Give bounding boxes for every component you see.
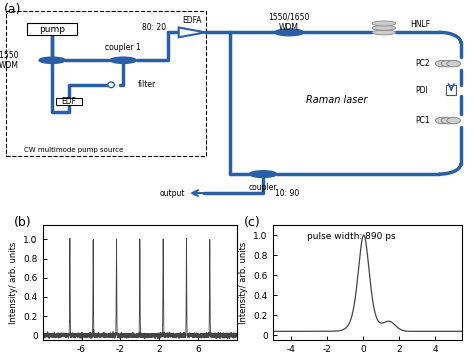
- Text: 80: 20: 80: 20: [142, 23, 166, 32]
- Bar: [56, 98, 82, 105]
- Text: filter: filter: [137, 80, 156, 89]
- FancyBboxPatch shape: [6, 11, 206, 156]
- Circle shape: [441, 60, 455, 67]
- Text: HNLF: HNLF: [410, 20, 430, 29]
- Ellipse shape: [372, 21, 396, 26]
- Circle shape: [436, 117, 449, 124]
- Text: PDI: PDI: [415, 86, 428, 95]
- Text: EDFA: EDFA: [182, 16, 202, 25]
- Text: CW multimode pump source: CW multimode pump source: [24, 147, 123, 153]
- Ellipse shape: [108, 82, 114, 87]
- Text: coupler: coupler: [249, 184, 277, 193]
- Ellipse shape: [39, 57, 65, 63]
- Y-axis label: Intensity/ arb. units: Intensity/ arb. units: [9, 242, 18, 324]
- Text: 10: 90: 10: 90: [275, 189, 299, 198]
- Circle shape: [441, 117, 455, 124]
- Circle shape: [447, 60, 460, 67]
- Text: 1550/1650
WDM: 1550/1650 WDM: [268, 12, 310, 32]
- Text: pulse width: 890 ps: pulse width: 890 ps: [307, 232, 395, 241]
- Bar: [27, 23, 77, 35]
- Ellipse shape: [110, 57, 137, 63]
- Text: PC2: PC2: [415, 59, 429, 68]
- Text: output: output: [159, 189, 185, 198]
- Text: Raman laser: Raman laser: [306, 95, 367, 105]
- Text: (b): (b): [13, 216, 31, 229]
- Text: (c): (c): [244, 216, 261, 229]
- Ellipse shape: [274, 29, 304, 36]
- Bar: [446, 85, 456, 95]
- Ellipse shape: [249, 171, 277, 177]
- Circle shape: [447, 117, 460, 124]
- Ellipse shape: [372, 26, 396, 30]
- Text: (a): (a): [4, 3, 21, 16]
- Text: EDF: EDF: [61, 97, 76, 106]
- Text: PC1: PC1: [415, 116, 429, 125]
- Text: pump: pump: [39, 24, 65, 33]
- Y-axis label: Intensity/ arb. units: Intensity/ arb. units: [239, 242, 248, 324]
- Ellipse shape: [372, 30, 396, 35]
- Circle shape: [436, 60, 449, 67]
- Text: 980/1550
WDM: 980/1550 WDM: [0, 50, 19, 70]
- Text: coupler 1: coupler 1: [105, 43, 141, 52]
- Polygon shape: [179, 27, 205, 37]
